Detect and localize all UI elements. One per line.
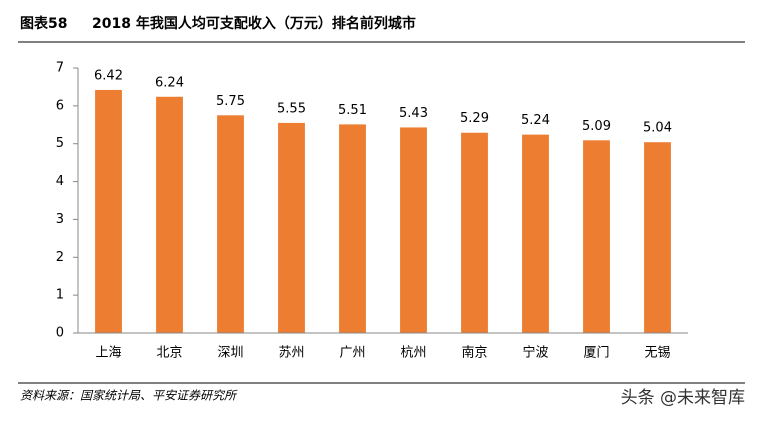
data-label: 5.29: [460, 111, 489, 126]
watermark: 头条 @未来智库: [621, 388, 745, 408]
bar: [278, 122, 305, 334]
x-tick-label: 杭州: [400, 346, 426, 361]
source-note: 资料来源：国家统计局、平安证券研究所: [20, 389, 238, 403]
data-label: 5.04: [643, 121, 672, 136]
x-tick-label: 宁波: [522, 345, 548, 361]
y-tick-label: 3: [56, 212, 64, 227]
y-tick-label: 1: [56, 288, 64, 303]
data-label: 6.42: [94, 68, 123, 83]
x-tick-label: 深圳: [217, 346, 243, 361]
x-tick-label: 厦门: [583, 346, 609, 361]
y-tick-label: 4: [56, 174, 64, 189]
data-label: 5.51: [338, 103, 367, 118]
y-tick-label: 0: [56, 326, 64, 341]
y-tick-label: 2: [56, 250, 64, 265]
x-tick-label: 无锡: [644, 346, 670, 361]
x-tick-label: 苏州: [278, 345, 304, 361]
bar: [400, 127, 427, 333]
data-label: 5.43: [399, 106, 428, 121]
bar: [217, 115, 244, 333]
bar: [156, 96, 183, 334]
x-tick-label: 北京: [156, 346, 182, 361]
bar: [644, 142, 671, 333]
bar: [522, 134, 549, 333]
x-tick-label: 上海: [95, 346, 121, 361]
y-tick-label: 7: [56, 61, 64, 76]
bar: [583, 140, 610, 333]
bar: [339, 124, 366, 334]
figure-label: 图表58: [20, 15, 67, 32]
bar: [461, 132, 488, 333]
data-label: 5.24: [521, 113, 550, 128]
data-label: 5.09: [582, 119, 611, 134]
bar: [95, 89, 122, 333]
y-tick-label: 5: [56, 136, 64, 151]
x-tick-label: 广州: [339, 346, 365, 361]
data-label: 5.55: [277, 101, 306, 116]
y-tick-label: 6: [56, 98, 64, 113]
chart-title: 2018 年我国人均可支配收入（万元）排名前列城市: [92, 15, 416, 32]
x-tick-label: 南京: [461, 345, 487, 361]
data-label: 5.75: [216, 94, 245, 109]
data-label: 6.24: [155, 75, 184, 90]
